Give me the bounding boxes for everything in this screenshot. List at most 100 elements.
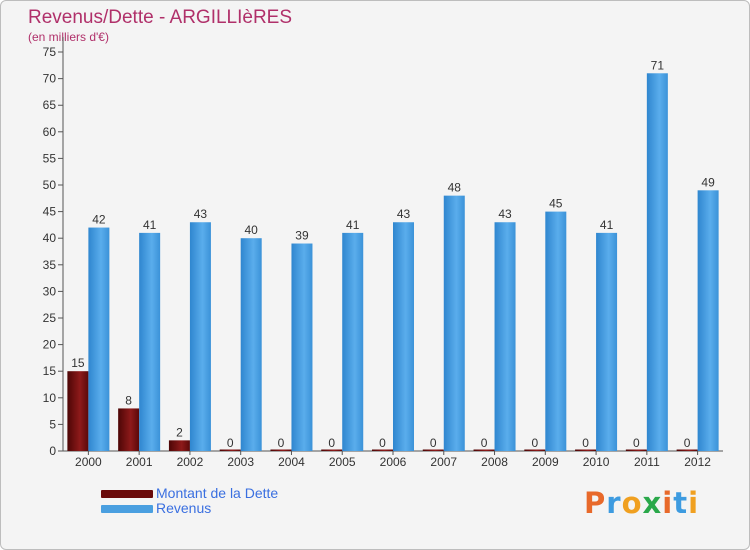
value-label-revenue: 41: [600, 218, 614, 232]
y-tick-label: 70: [43, 72, 57, 86]
x-tick-label: 2011: [634, 455, 660, 469]
bar-revenue[interactable]: [545, 211, 567, 451]
x-tick-label: 2009: [532, 455, 559, 469]
value-label-debt: 2: [176, 425, 183, 439]
logo-letter: x: [642, 486, 663, 520]
y-tick-label: 25: [43, 311, 57, 325]
chart-subtitle: (en milliers d'€): [28, 30, 109, 44]
legend-label-debt: Montant de la Dette: [156, 485, 279, 501]
y-tick-label: 75: [43, 45, 57, 59]
bar-debt[interactable]: [168, 440, 190, 451]
y-tick-label: 50: [43, 178, 57, 192]
bar-debt[interactable]: [524, 449, 546, 452]
value-label-debt: 0: [278, 436, 285, 450]
value-label-debt: 0: [227, 436, 234, 450]
logo-letter: t: [673, 486, 689, 520]
y-axis: 0 5 10 15 20 25 30 35 40 45 50 55 60 65 70 75: [43, 37, 64, 458]
x-tick-label: 2005: [329, 455, 356, 469]
bar-revenue[interactable]: [494, 222, 516, 451]
bar-debt[interactable]: [270, 449, 292, 452]
bar-revenue[interactable]: [596, 232, 618, 451]
y-tick-label: 5: [49, 417, 56, 431]
value-label-debt: 0: [430, 436, 437, 450]
logo-letter: o: [621, 486, 643, 520]
x-tick-label: 2012: [684, 455, 711, 469]
x-tick-label: 2001: [126, 455, 153, 469]
y-tick-label: 10: [43, 391, 57, 405]
y-tick-label: 30: [43, 284, 57, 298]
value-label-revenue: 43: [194, 207, 208, 221]
bar-revenue[interactable]: [189, 222, 211, 451]
x-tick-label: 2010: [583, 455, 610, 469]
x-axis: 2000 2001 2002 2003 2004 2005 2006 2007 2008 2009…: [63, 450, 723, 469]
chart-title: Revenus/Dette - ARGILLIèRES: [28, 7, 293, 28]
proxiti-logo[interactable]: Proxiti: [584, 486, 699, 520]
bar-debt[interactable]: [676, 449, 698, 452]
bar-debt[interactable]: [473, 449, 495, 452]
x-tick-label: 2008: [481, 455, 508, 469]
y-tick-label: 55: [43, 151, 57, 165]
y-tick-label: 15: [43, 364, 57, 378]
bar-debt[interactable]: [219, 449, 241, 452]
bar-revenue[interactable]: [443, 195, 465, 451]
bar-revenue[interactable]: [342, 232, 364, 451]
value-label-revenue: 49: [701, 175, 715, 189]
value-label-revenue: 41: [346, 218, 360, 232]
y-tick-label: 65: [43, 98, 57, 112]
bar-debt[interactable]: [422, 449, 444, 452]
bar-revenue[interactable]: [139, 232, 161, 451]
x-tick-label: 2006: [380, 455, 407, 469]
value-label-revenue: 43: [397, 207, 411, 221]
value-labels: 15 42 8 41 2 43 0 40 0 39 0 41 0 43 0 48 0 43 0 45 0 41 0 71 0 49: [71, 58, 715, 450]
bars: [67, 73, 719, 452]
bar-revenue[interactable]: [646, 73, 668, 451]
value-label-revenue: 41: [143, 218, 157, 232]
y-tick-label: 40: [43, 231, 57, 245]
bar-debt[interactable]: [575, 449, 597, 452]
logo-letter: r: [606, 486, 622, 520]
bar-revenue[interactable]: [697, 190, 719, 451]
x-tick-label: 2003: [227, 455, 254, 469]
value-label-debt: 0: [684, 436, 691, 450]
logo-letter: i: [662, 486, 674, 520]
value-label-debt: 0: [481, 436, 488, 450]
value-label-debt: 0: [379, 436, 386, 450]
x-tick-label: 2000: [75, 455, 102, 469]
bar-revenue[interactable]: [240, 238, 262, 451]
logo-letter: P: [584, 486, 607, 520]
y-tick-label: 45: [43, 205, 57, 219]
logo-letter: i: [688, 486, 700, 520]
y-tick-label: 35: [43, 258, 57, 272]
x-tick-label: 2004: [278, 455, 305, 469]
bar-debt[interactable]: [67, 371, 89, 451]
value-label-debt: 0: [328, 436, 335, 450]
bar-debt[interactable]: [372, 449, 393, 452]
y-tick-label: 60: [43, 125, 57, 139]
value-label-debt: 0: [582, 436, 589, 450]
bar-revenue[interactable]: [88, 227, 110, 451]
bar-debt[interactable]: [625, 449, 647, 452]
value-label-revenue: 71: [651, 58, 665, 72]
value-label-revenue: 39: [295, 229, 309, 243]
bar-debt[interactable]: [321, 449, 343, 452]
legend-swatch-debt: [101, 490, 153, 498]
value-label-debt: 15: [71, 356, 85, 370]
bar-debt[interactable]: [118, 408, 140, 451]
value-label-revenue: 45: [549, 197, 563, 211]
value-label-revenue: 42: [92, 213, 106, 227]
value-label-debt: 8: [125, 393, 132, 407]
y-tick-label: 20: [43, 338, 57, 352]
legend-label-revenue: Revenus: [156, 500, 212, 516]
bar-revenue[interactable]: [291, 243, 313, 451]
x-tick-label: 2007: [430, 455, 457, 469]
y-tick-label: 0: [49, 444, 56, 458]
legend-swatch-revenue: [101, 505, 153, 513]
value-label-debt: 0: [633, 436, 640, 450]
value-label-revenue: 40: [245, 223, 259, 237]
x-tick-label: 2002: [177, 455, 204, 469]
value-label-debt: 0: [531, 436, 538, 450]
bar-revenue[interactable]: [393, 222, 414, 451]
value-label-revenue: 48: [448, 181, 462, 195]
